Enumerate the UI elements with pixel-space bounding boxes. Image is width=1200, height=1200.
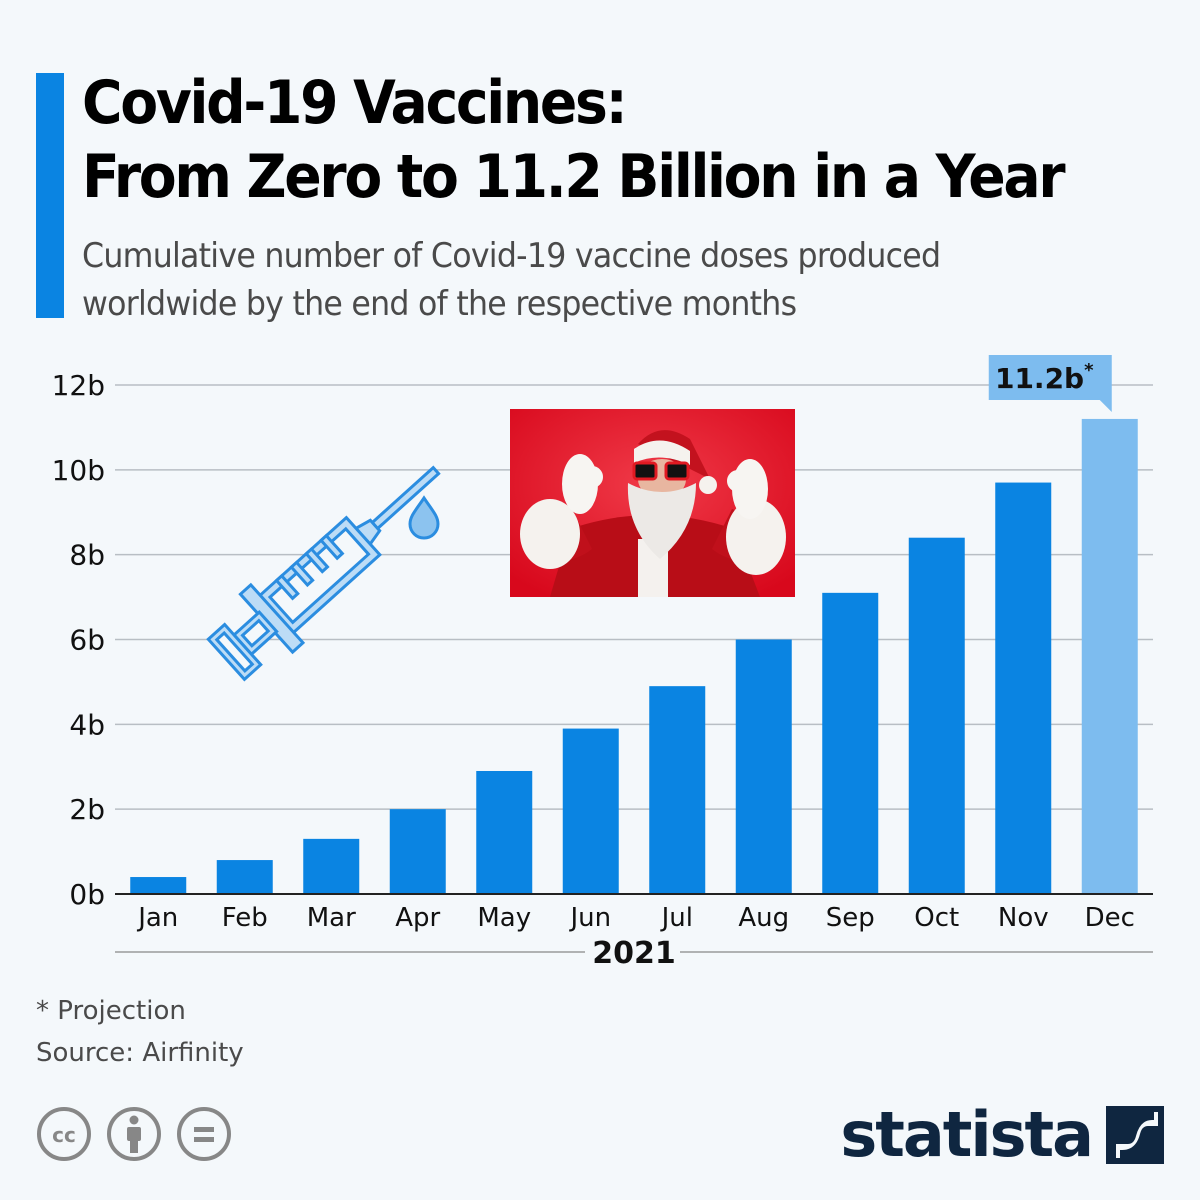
bar-jan: [130, 877, 187, 894]
creative-commons-icon[interactable]: cc: [36, 1106, 92, 1162]
projection-note: * Projection: [36, 996, 186, 1026]
x-tick-label: Jun: [568, 903, 611, 933]
x-tick-label: Feb: [222, 903, 268, 933]
bar-jun: [562, 728, 619, 894]
x-axis-year-label: 2021: [592, 936, 676, 971]
bar-apr: [389, 809, 446, 894]
x-tick-label: May: [477, 903, 531, 933]
x-axis-group-label: 2021: [115, 936, 1153, 971]
title-line-2: From Zero to 11.2 Billion in a Year: [82, 142, 1066, 212]
title-line-1: Covid-19 Vaccines:: [82, 68, 628, 138]
subtitle-line-1: Cumulative number of Covid-19 vaccine do…: [82, 236, 941, 276]
callout-superscript: *: [1084, 360, 1094, 381]
bar-mar: [303, 838, 360, 894]
bar-chart: 0b 2b 4b 6b 8b 10b 12b Jan Feb Mar Apr May Jun Jul Au…: [52, 355, 1153, 971]
bars: [130, 418, 1138, 894]
santa-claus-photo: [510, 409, 795, 597]
bar-dec: [1081, 418, 1138, 894]
brand-name: statista: [840, 1098, 1094, 1171]
y-tick-label: 8b: [69, 539, 105, 572]
syringe-icon: [206, 465, 441, 682]
x-tick-label: Jul: [660, 903, 693, 933]
bar-nov: [995, 482, 1052, 894]
bar-may: [476, 770, 533, 894]
y-tick-label: 0b: [69, 878, 105, 911]
x-tick-label: Jan: [136, 903, 178, 933]
x-tick-label: Oct: [914, 903, 959, 933]
annotations: 11.2b*: [988, 355, 1112, 412]
x-tick-label: Aug: [738, 903, 789, 933]
value-callout-label: 11.2b*: [995, 360, 1094, 395]
y-axis-ticks: 0b 2b 4b 6b 8b 10b 12b: [52, 369, 105, 911]
x-tick-label: Dec: [1085, 903, 1135, 933]
x-tick-label: Sep: [826, 903, 875, 933]
footnotes: * Projection Source: Airfinity: [36, 990, 244, 1074]
license-icons: cc: [36, 1106, 232, 1162]
source-note: Source: Airfinity: [36, 1038, 244, 1068]
bar-jul: [649, 686, 706, 894]
chart-title: Covid-19 Vaccines: From Zero to 11.2 Bil…: [82, 66, 1066, 214]
x-tick-label: Nov: [998, 903, 1049, 933]
svg-text:cc: cc: [52, 1123, 76, 1147]
y-tick-label: 10b: [52, 454, 105, 487]
bar-oct: [908, 537, 965, 894]
bar-aug: [735, 639, 792, 894]
y-tick-label: 4b: [69, 708, 105, 741]
bar-feb: [216, 860, 273, 894]
x-axis-ticks: Jan Feb Mar Apr May Jun Jul Aug Sep Oct Nov Dec: [115, 893, 1153, 933]
no-derivatives-icon[interactable]: [176, 1106, 232, 1162]
attribution-icon[interactable]: [106, 1106, 162, 1162]
statista-logo-mark-icon: [1106, 1106, 1164, 1164]
subtitle-line-2: worldwide by the end of the respective m…: [82, 284, 797, 324]
y-tick-label: 6b: [69, 624, 105, 657]
x-tick-label: Apr: [395, 903, 440, 933]
y-tick-label: 12b: [52, 369, 105, 402]
x-tick-label: Mar: [307, 903, 356, 933]
chart-subtitle: Cumulative number of Covid-19 vaccine do…: [82, 232, 941, 328]
y-tick-label: 2b: [69, 793, 105, 826]
title-accent-bar: [36, 73, 64, 318]
value-callout: [988, 355, 1112, 412]
bar-sep: [822, 592, 879, 894]
statista-logo[interactable]: statista: [840, 1100, 1164, 1170]
